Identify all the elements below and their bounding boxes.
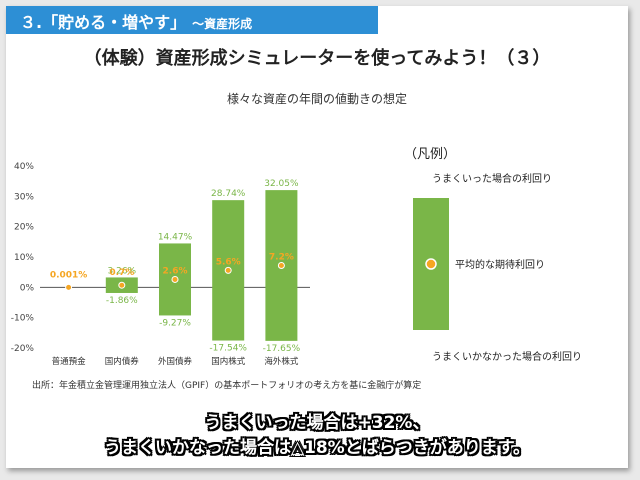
legend-mid-label: 平均的な期待利回り <box>455 258 545 271</box>
average-dot <box>65 283 73 291</box>
average-dot <box>224 266 232 274</box>
high-label: 14.47% <box>158 232 193 242</box>
high-label: 32.05% <box>264 179 299 189</box>
header-subtitle: ～資産形成 <box>192 17 253 31</box>
header-title: ３.「貯める・増やす」 ～資産形成 <box>20 9 252 33</box>
y-tick-label: 10% <box>14 253 34 263</box>
source-note: 出所：年金積立金管理運用独立法人（GPIF）の基本ポートフォリオの考え方を基に金… <box>32 381 422 391</box>
legend: （凡例） うまくいった場合の利回り 平均的な期待利回り うまくいかなかった場合の… <box>404 147 582 363</box>
mid-label: 7.2% <box>269 252 294 262</box>
mid-label: 0.7% <box>109 268 134 278</box>
legend-low-label: うまくいかなかった場合の利回り <box>432 350 582 363</box>
high-label: 28.74% <box>211 189 246 199</box>
y-tick-label: -10% <box>11 314 35 324</box>
y-tick-label: -20% <box>11 344 35 354</box>
slide: ３.「貯める・増やす」 ～資産形成 （体験）資産形成シミュレーターを使ってみよう！… <box>6 6 628 468</box>
low-label: -17.54% <box>209 344 247 354</box>
legend-title: （凡例） <box>404 147 456 162</box>
y-tick-label: 0% <box>20 283 35 293</box>
low-label: -1.86% <box>106 296 138 306</box>
legend-high-label: うまくいった場合の利回り <box>432 172 552 185</box>
average-dot <box>171 275 179 283</box>
y-tick-label: 30% <box>14 192 34 202</box>
category-label: 外国債券 <box>158 356 193 367</box>
category-label: 国内債券 <box>105 356 140 367</box>
legend-dot <box>425 258 437 270</box>
low-label: -17.65% <box>263 344 301 354</box>
y-tick-label: 20% <box>14 223 34 233</box>
x-axis: 普通預金 国内債券 外国債券 国内株式 海外株式 <box>52 356 299 367</box>
category-label: 国内株式 <box>211 356 246 367</box>
chart-title: 様々な資産の年間の値動きの想定 <box>226 92 407 106</box>
data-labels: 0.001% 3.26%0.7% -1.86% 14.47% 2.6% -9.27% 28.… <box>50 179 301 354</box>
average-dot <box>277 261 285 269</box>
caption-line-1: うまくいった場合は+32%、 <box>204 413 430 433</box>
high-label: 3.26% <box>108 266 137 276</box>
y-tick-label: 40% <box>14 162 34 172</box>
y-axis: -20% -10% 0% 10% 20% 30% 40% <box>11 162 35 354</box>
slide-title: （体験）資産形成シミュレーターを使ってみよう！（３） <box>83 48 551 69</box>
average-dot <box>118 281 126 289</box>
mid-label: 2.6% <box>163 266 188 276</box>
caption-line-2: うまくいかなった場合は△18%とばらつきがあります。 <box>103 438 531 458</box>
category-label: 海外株式 <box>264 356 299 367</box>
header-bar <box>6 6 378 34</box>
chart: -20% -10% 0% 10% 20% 30% 40% 0.001% 3.26%0.7% -1… <box>11 147 582 367</box>
low-label: -9.27% <box>159 318 191 328</box>
bars <box>65 190 298 341</box>
category-label: 普通預金 <box>52 356 87 367</box>
header-title-main: ３.「貯める・増やす」 <box>20 13 187 32</box>
mid-label: 0.001% <box>50 270 88 280</box>
mid-label: 5.6% <box>216 257 241 267</box>
